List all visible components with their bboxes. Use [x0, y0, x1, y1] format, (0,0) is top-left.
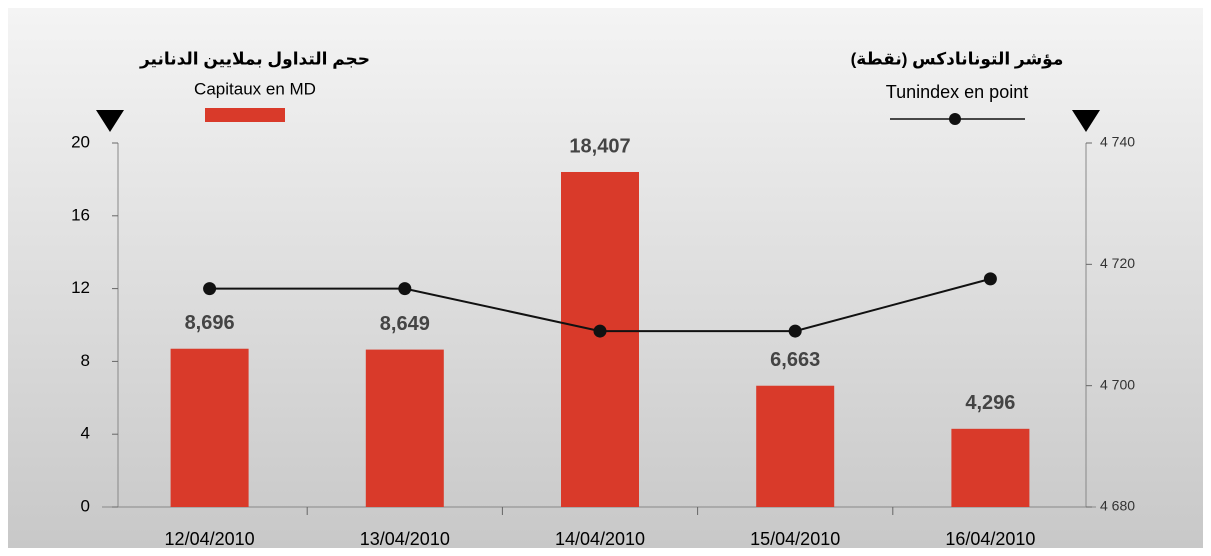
bar-value-label: 18,407	[569, 135, 630, 157]
bar	[561, 172, 639, 507]
x-tick-label: 16/04/2010	[945, 529, 1035, 549]
y-tick-label: 0	[81, 496, 90, 515]
x-tick-label: 12/04/2010	[165, 529, 255, 549]
y-tick-label: 8	[81, 351, 90, 370]
bar	[951, 429, 1029, 507]
bar-legend-swatch	[205, 108, 285, 122]
line-point	[984, 272, 997, 285]
y2-tick-label: 4 720	[1100, 255, 1135, 271]
line-legend-ar: مؤشر التونانادكس (نقطة)	[851, 49, 1064, 69]
x-tick-label: 14/04/2010	[555, 529, 645, 549]
bar-value-label: 6,663	[770, 349, 820, 371]
chart: حجم التداول بملايين الدنانير Capitaux en…	[0, 0, 1211, 556]
bar-value-label: 8,649	[380, 313, 430, 335]
bar	[756, 386, 834, 507]
y-tick-label: 20	[71, 132, 90, 151]
line-point	[398, 282, 411, 295]
y2-tick-label: 4 680	[1100, 498, 1135, 514]
y2-tick-label: 4 700	[1100, 376, 1135, 392]
y-tick-label: 12	[71, 278, 90, 297]
bar-legend-ar: حجم التداول بملايين الدنانير	[139, 49, 370, 69]
bar-value-label: 4,296	[965, 392, 1015, 414]
y2-tick-label: 4 740	[1100, 134, 1135, 150]
bar	[171, 349, 249, 507]
line-point	[594, 325, 607, 338]
line-legend: Tunindex en point	[886, 82, 1028, 102]
bar-value-label: 8,696	[185, 312, 235, 334]
y-tick-label: 16	[71, 205, 90, 224]
line-point	[789, 325, 802, 338]
y-tick-label: 4	[81, 424, 90, 443]
line-point	[203, 282, 216, 295]
bar	[366, 350, 444, 507]
bar-legend: Capitaux en MD	[194, 79, 316, 98]
line-legend-dot	[949, 113, 961, 125]
x-tick-label: 13/04/2010	[360, 529, 450, 549]
x-tick-label: 15/04/2010	[750, 529, 840, 549]
